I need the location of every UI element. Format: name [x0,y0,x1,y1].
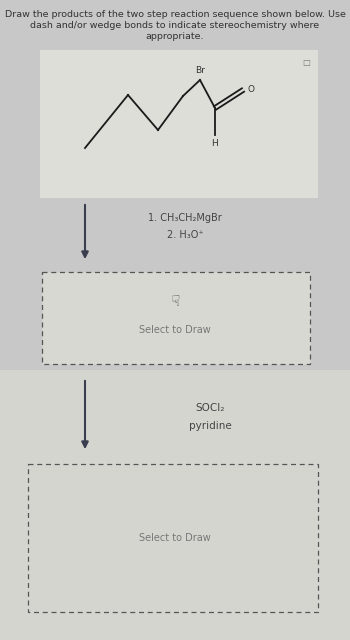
Text: Select to Draw: Select to Draw [139,533,211,543]
Text: 2. H₃O⁺: 2. H₃O⁺ [167,230,203,240]
Bar [0,370,350,640]
Text: pyridine: pyridine [189,421,231,431]
Text: Br: Br [195,66,205,75]
Text: O: O [247,86,254,95]
Text: Draw the products of the two step reaction sequence shown below. Use: Draw the products of the two step reacti… [5,10,345,19]
Text: H: H [212,139,218,148]
Text: appropriate.: appropriate. [146,32,204,41]
Text: Select to Draw: Select to Draw [139,325,211,335]
Bar [40,50,318,198]
Text: □: □ [302,58,310,67]
Bar [42,272,310,364]
Bar [28,464,318,612]
Text: dash and/or wedge bonds to indicate stereochemistry where: dash and/or wedge bonds to indicate ster… [30,21,320,30]
Text: 1. CH₃CH₂MgBr: 1. CH₃CH₂MgBr [148,213,222,223]
Text: SOCl₂: SOCl₂ [195,403,225,413]
Text: ☟: ☟ [170,294,180,309]
